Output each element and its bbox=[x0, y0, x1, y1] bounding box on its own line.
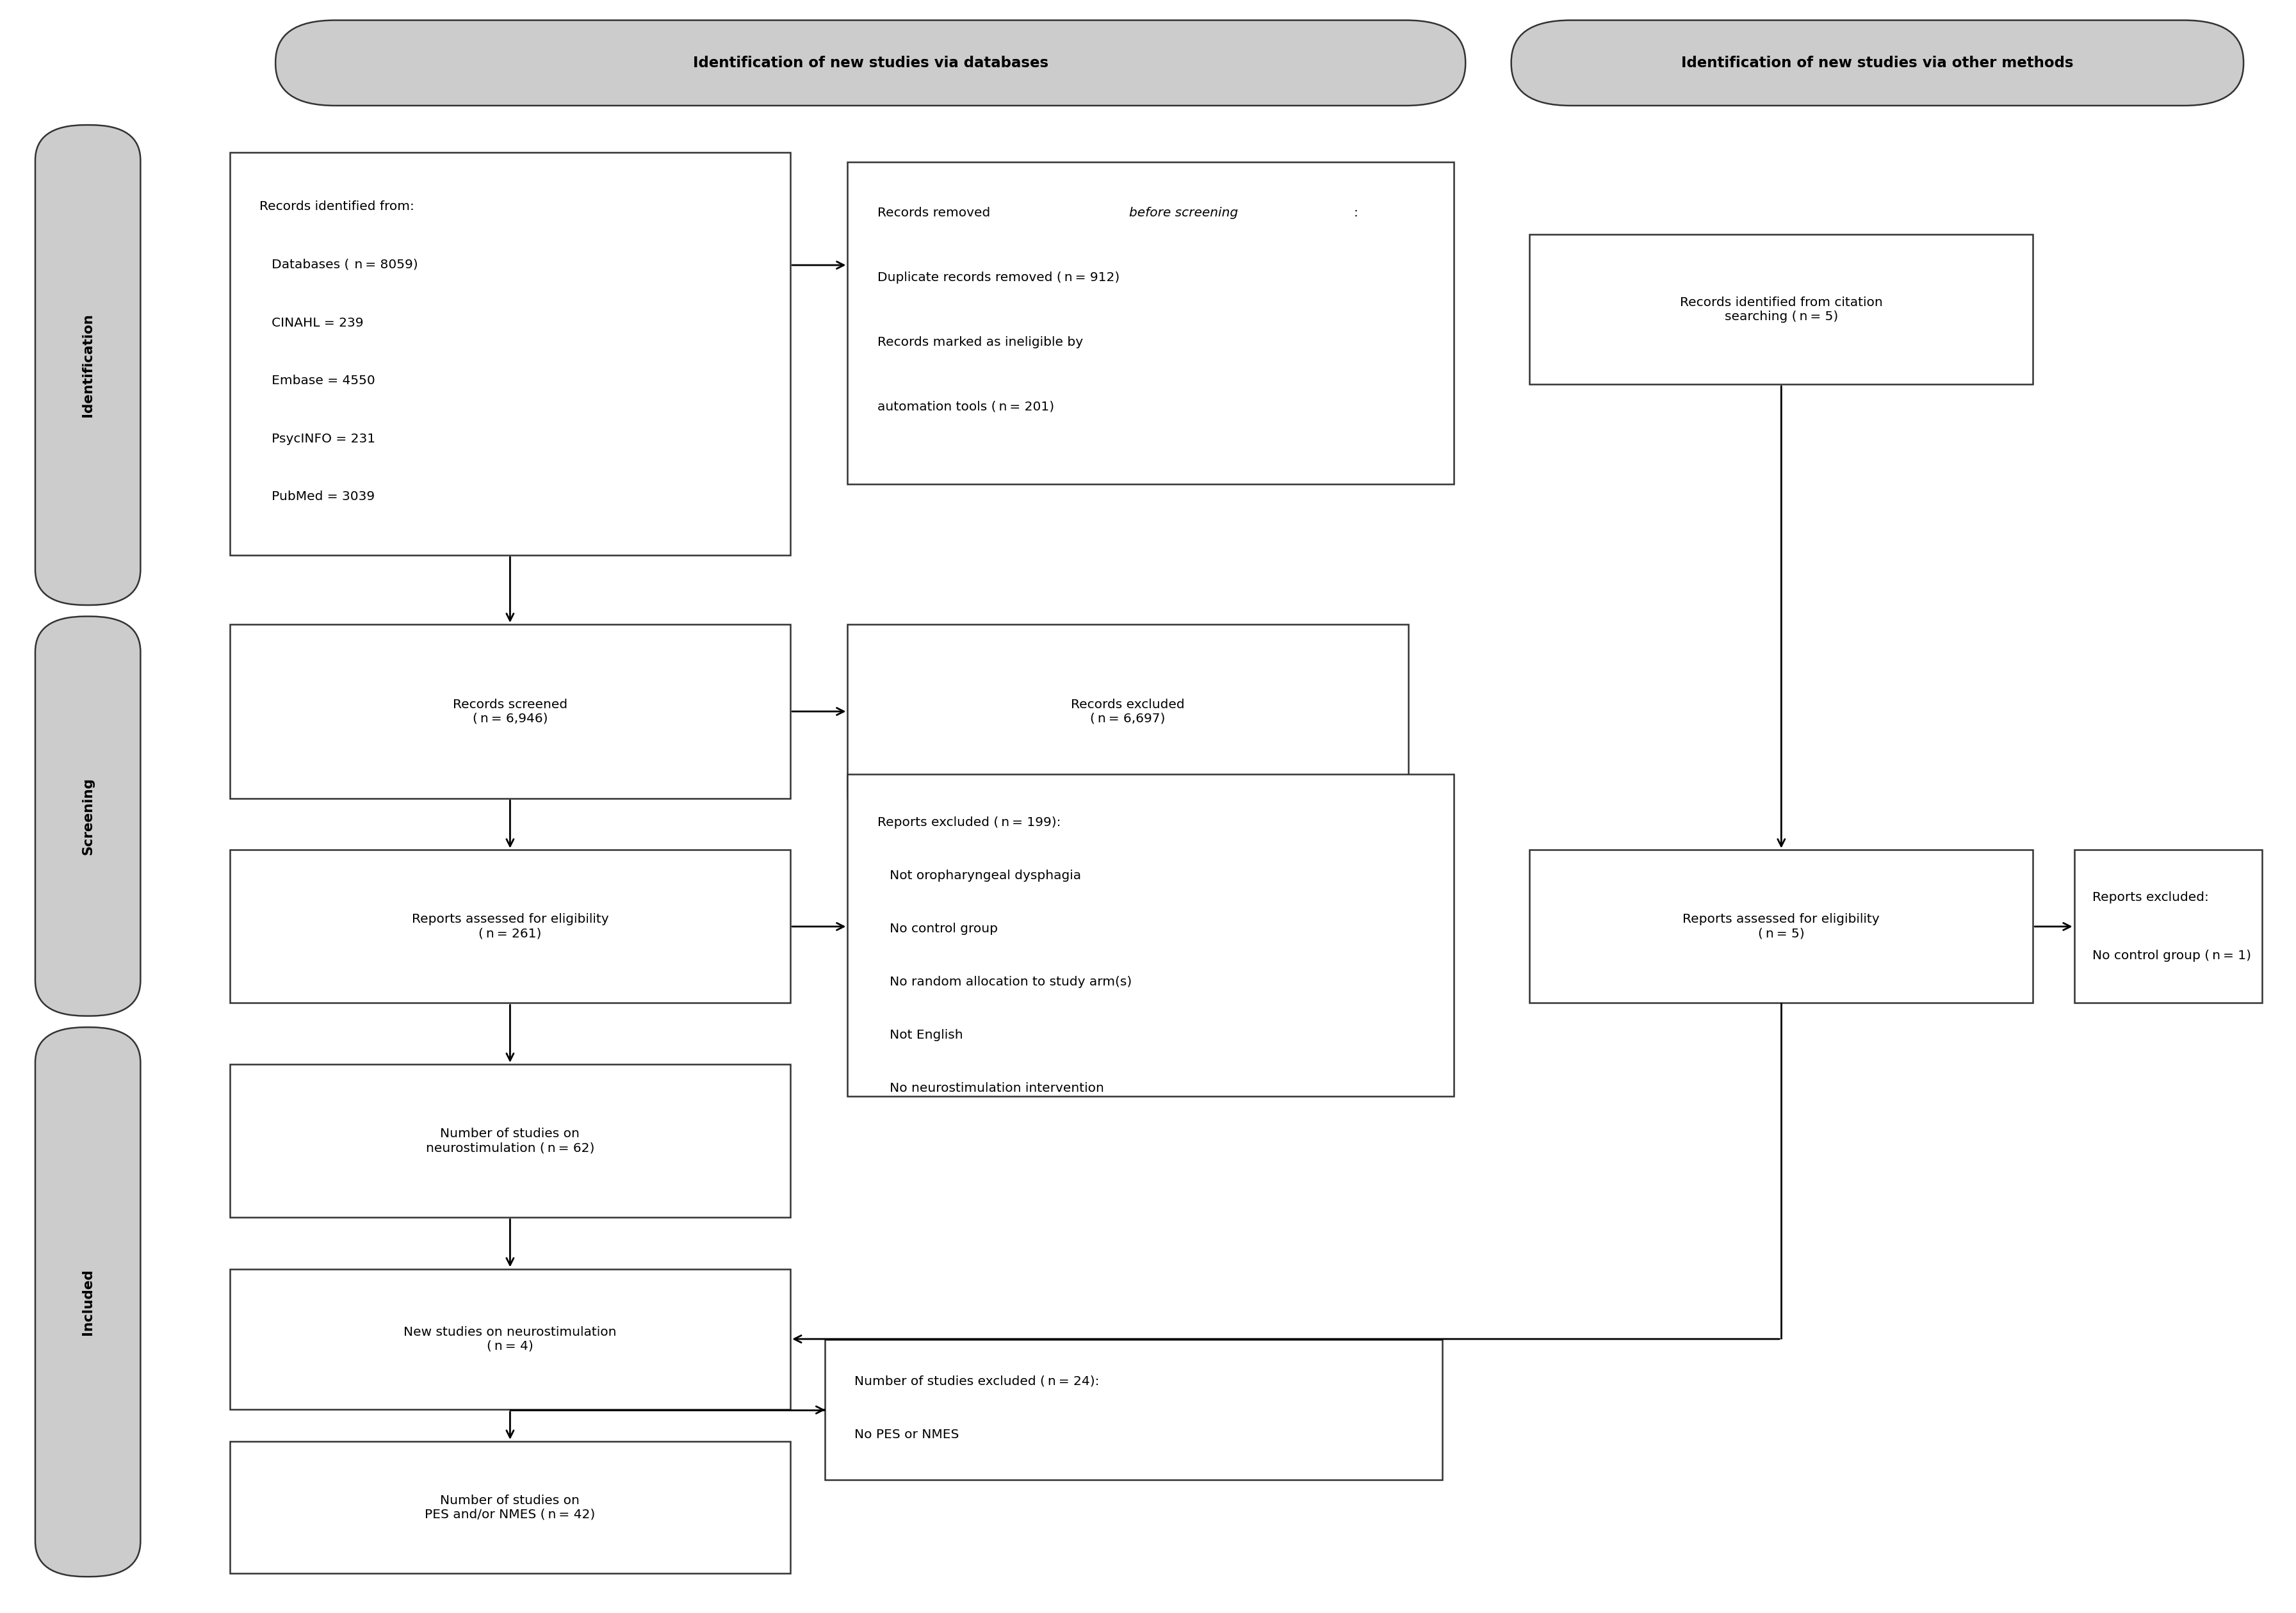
Text: Not English: Not English bbox=[877, 1029, 962, 1040]
Text: Records identified from:: Records identified from: bbox=[259, 200, 413, 213]
Text: before screening: before screening bbox=[1130, 206, 1238, 219]
Text: Screening: Screening bbox=[80, 777, 94, 855]
Bar bbox=[824, 1340, 1442, 1481]
FancyBboxPatch shape bbox=[276, 21, 1465, 105]
Bar bbox=[847, 161, 1453, 484]
Bar bbox=[230, 1269, 790, 1410]
Text: Reports assessed for eligibility
( n = 261): Reports assessed for eligibility ( n = 2… bbox=[411, 913, 608, 940]
Text: Reports excluded:: Reports excluded: bbox=[2092, 892, 2209, 903]
Text: No control group ( n = 1): No control group ( n = 1) bbox=[2092, 950, 2252, 961]
Text: Records removed: Records removed bbox=[877, 206, 994, 219]
FancyBboxPatch shape bbox=[34, 124, 140, 605]
Text: Number of studies on
neurostimulation ( n = 62): Number of studies on neurostimulation ( … bbox=[425, 1127, 595, 1153]
Bar bbox=[230, 624, 790, 798]
Text: Number of studies excluded ( n = 24):: Number of studies excluded ( n = 24): bbox=[854, 1376, 1100, 1387]
Text: Identification: Identification bbox=[80, 313, 94, 416]
Text: PubMed = 3039: PubMed = 3039 bbox=[259, 490, 374, 503]
Text: No PES or NMES: No PES or NMES bbox=[854, 1429, 960, 1440]
Bar bbox=[230, 1065, 790, 1218]
Bar bbox=[230, 152, 790, 555]
Text: No neurostimulation intervention: No neurostimulation intervention bbox=[877, 1082, 1104, 1094]
FancyBboxPatch shape bbox=[34, 1027, 140, 1576]
Text: Identification of new studies via other methods: Identification of new studies via other … bbox=[1681, 55, 2073, 71]
Text: Records identified from citation
searching ( n = 5): Records identified from citation searchi… bbox=[1681, 297, 1883, 323]
Text: Reports excluded ( n = 199):: Reports excluded ( n = 199): bbox=[877, 816, 1061, 829]
Text: Identification of new studies via databases: Identification of new studies via databa… bbox=[693, 55, 1049, 71]
Text: Not oropharyngeal dysphagia: Not oropharyngeal dysphagia bbox=[877, 869, 1081, 881]
Text: No random allocation to study arm(s): No random allocation to study arm(s) bbox=[877, 976, 1132, 987]
Text: Embase = 4550: Embase = 4550 bbox=[259, 374, 374, 387]
Bar bbox=[1529, 234, 2032, 384]
Bar bbox=[1529, 850, 2032, 1003]
Text: Records screened
( n = 6,946): Records screened ( n = 6,946) bbox=[452, 698, 567, 724]
Text: CINAHL = 239: CINAHL = 239 bbox=[259, 316, 363, 329]
Text: Number of studies on
PES and/or NMES ( n = 42): Number of studies on PES and/or NMES ( n… bbox=[425, 1494, 595, 1521]
Bar bbox=[2073, 850, 2262, 1003]
Text: New studies on neurostimulation
( n = 4): New studies on neurostimulation ( n = 4) bbox=[404, 1326, 618, 1352]
Text: Reports assessed for eligibility
( n = 5): Reports assessed for eligibility ( n = 5… bbox=[1683, 913, 1880, 940]
Bar bbox=[847, 774, 1453, 1097]
Bar bbox=[847, 624, 1407, 798]
Text: No control group: No control group bbox=[877, 923, 999, 934]
Text: :: : bbox=[1352, 206, 1357, 219]
Text: Duplicate records removed ( n = 912): Duplicate records removed ( n = 912) bbox=[877, 271, 1120, 284]
FancyBboxPatch shape bbox=[1511, 21, 2243, 105]
Text: Included: Included bbox=[80, 1269, 94, 1336]
Text: Records excluded
( n = 6,697): Records excluded ( n = 6,697) bbox=[1070, 698, 1185, 724]
Text: automation tools ( n = 201): automation tools ( n = 201) bbox=[877, 400, 1054, 413]
Text: Databases (  n = 8059): Databases ( n = 8059) bbox=[259, 258, 418, 271]
Bar bbox=[230, 850, 790, 1003]
Bar bbox=[230, 1442, 790, 1573]
Text: Records marked as ineligible by: Records marked as ineligible by bbox=[877, 336, 1084, 348]
FancyBboxPatch shape bbox=[34, 616, 140, 1016]
Text: PsycINFO = 231: PsycINFO = 231 bbox=[259, 432, 377, 445]
